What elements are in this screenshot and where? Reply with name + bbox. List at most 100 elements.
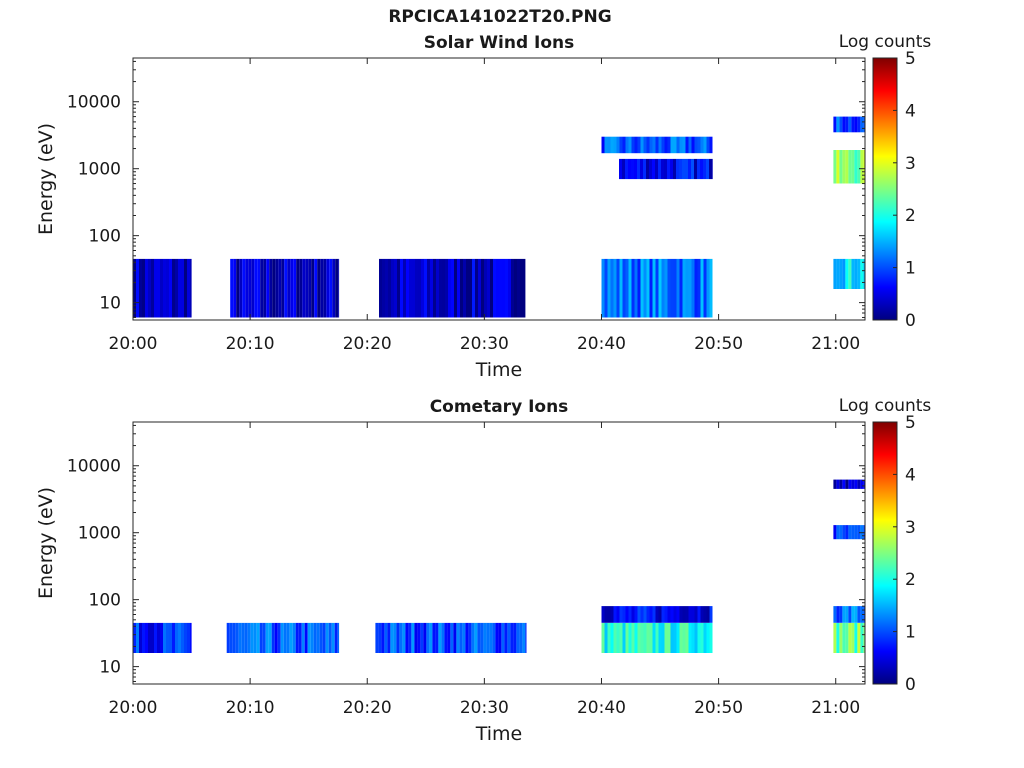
interval-3-cell xyxy=(387,622,391,653)
interval-1-cell xyxy=(166,622,169,653)
interval-7-cell xyxy=(842,606,846,623)
interval-2-cell xyxy=(265,622,269,653)
interval-4-cell xyxy=(607,622,611,653)
interval-4-cell xyxy=(703,622,707,653)
interval-5-cell xyxy=(628,136,632,154)
interval-9-cell xyxy=(848,479,852,489)
interval-3-cell xyxy=(493,258,496,318)
interval-3-cell xyxy=(487,258,490,318)
interval-6-cell xyxy=(625,158,628,180)
interval-1-cell xyxy=(160,258,163,318)
x-tick-label: 20:40 xyxy=(577,334,626,354)
interval-5-cell xyxy=(628,606,632,623)
colorbar-tick-label: 2 xyxy=(905,206,916,226)
interval-4-cell xyxy=(685,622,689,653)
interval-2-cell xyxy=(232,622,236,653)
interval-2-cell xyxy=(281,258,285,318)
interval-8-cell xyxy=(833,525,837,540)
interval-3-cell xyxy=(501,622,505,653)
y-tick-label: 100 xyxy=(89,591,121,611)
x-tick-label: 20:40 xyxy=(577,698,626,718)
interval-5-cell xyxy=(676,606,680,623)
interval-4-cell xyxy=(613,622,617,653)
interval-2-cell xyxy=(269,258,273,318)
interval-7-cell xyxy=(863,258,865,289)
interval-5-cell xyxy=(670,136,674,154)
interval-3-cell xyxy=(438,622,442,653)
interval-3-cell xyxy=(481,258,484,318)
interval-5-cell xyxy=(613,606,617,623)
interval-4-cell xyxy=(646,258,650,318)
interval-4-cell xyxy=(622,258,626,318)
interval-3-cell xyxy=(516,622,520,653)
interval-6-cell xyxy=(712,158,713,180)
interval-6-cell xyxy=(646,158,649,180)
interval-4-cell xyxy=(700,258,704,318)
interval-2-cell xyxy=(314,258,318,318)
interval-6-cell xyxy=(664,158,667,180)
interval-1-cell xyxy=(190,258,192,318)
interval-8-cell xyxy=(848,525,852,540)
interval-1-cell xyxy=(133,258,136,318)
interval-3-cell xyxy=(490,258,493,318)
interval-4-cell xyxy=(691,622,695,653)
interval-6-cell xyxy=(691,158,694,180)
interval-4-cell xyxy=(652,622,656,653)
interval-4-cell xyxy=(643,258,647,318)
interval-3-cell xyxy=(399,622,403,653)
interval-9-cell xyxy=(854,116,858,133)
interval-6-cell xyxy=(845,622,849,653)
interval-5-cell xyxy=(664,136,668,154)
interval-2-cell xyxy=(236,258,240,318)
y-axis-label: Energy (eV) xyxy=(35,123,57,235)
interval-9-cell xyxy=(845,116,849,133)
interval-4-cell xyxy=(688,622,692,653)
interval-4-cell xyxy=(697,258,701,318)
interval-6-cell xyxy=(676,158,679,180)
interval-4-cell xyxy=(706,622,710,653)
interval-6-cell xyxy=(670,158,673,180)
interval-6-cell xyxy=(709,158,712,180)
interval-2-cell xyxy=(262,622,266,653)
interval-1-cell xyxy=(151,622,154,653)
interval-5-cell xyxy=(649,136,653,154)
interval-5-cell xyxy=(637,606,641,623)
interval-3-cell xyxy=(519,622,523,653)
interval-1-cell xyxy=(139,622,142,653)
interval-2-cell xyxy=(286,622,290,653)
interval-2-cell xyxy=(316,622,320,653)
interval-2-cell xyxy=(272,258,276,318)
interval-2-cell xyxy=(233,258,237,318)
interval-3-cell xyxy=(429,622,433,653)
interval-8-cell xyxy=(833,150,837,184)
interval-2-cell xyxy=(266,258,270,318)
interval-6-cell xyxy=(685,158,688,180)
interval-2-cell xyxy=(239,258,243,318)
interval-3-cell xyxy=(477,622,481,653)
interval-6-cell xyxy=(863,622,865,653)
interval-4-cell xyxy=(664,622,668,653)
interval-6-cell xyxy=(688,158,691,180)
interval-3-cell xyxy=(412,258,415,318)
interval-9-cell xyxy=(839,479,843,489)
interval-2-cell xyxy=(275,258,279,318)
interval-9-cell xyxy=(842,479,846,489)
interval-3-cell xyxy=(502,258,505,318)
x-tick-label: 20:00 xyxy=(109,334,158,354)
interval-3-cell xyxy=(391,258,394,318)
colorbar-tick-label: 3 xyxy=(905,154,916,174)
interval-1-cell xyxy=(184,622,187,653)
x-tick-label: 20:20 xyxy=(343,698,392,718)
colorbar-tick-label: 1 xyxy=(905,623,916,643)
interval-3-cell xyxy=(523,258,526,318)
interval-3-cell xyxy=(454,258,457,318)
interval-1-cell xyxy=(160,622,163,653)
interval-3-cell xyxy=(375,622,379,653)
interval-4-cell xyxy=(622,622,626,653)
interval-9-cell xyxy=(836,116,840,133)
interval-5-cell xyxy=(637,136,641,154)
interval-3-cell xyxy=(421,258,424,318)
interval-9-cell xyxy=(851,116,855,133)
interval-6-cell xyxy=(860,622,864,653)
interval-6-cell xyxy=(682,158,685,180)
